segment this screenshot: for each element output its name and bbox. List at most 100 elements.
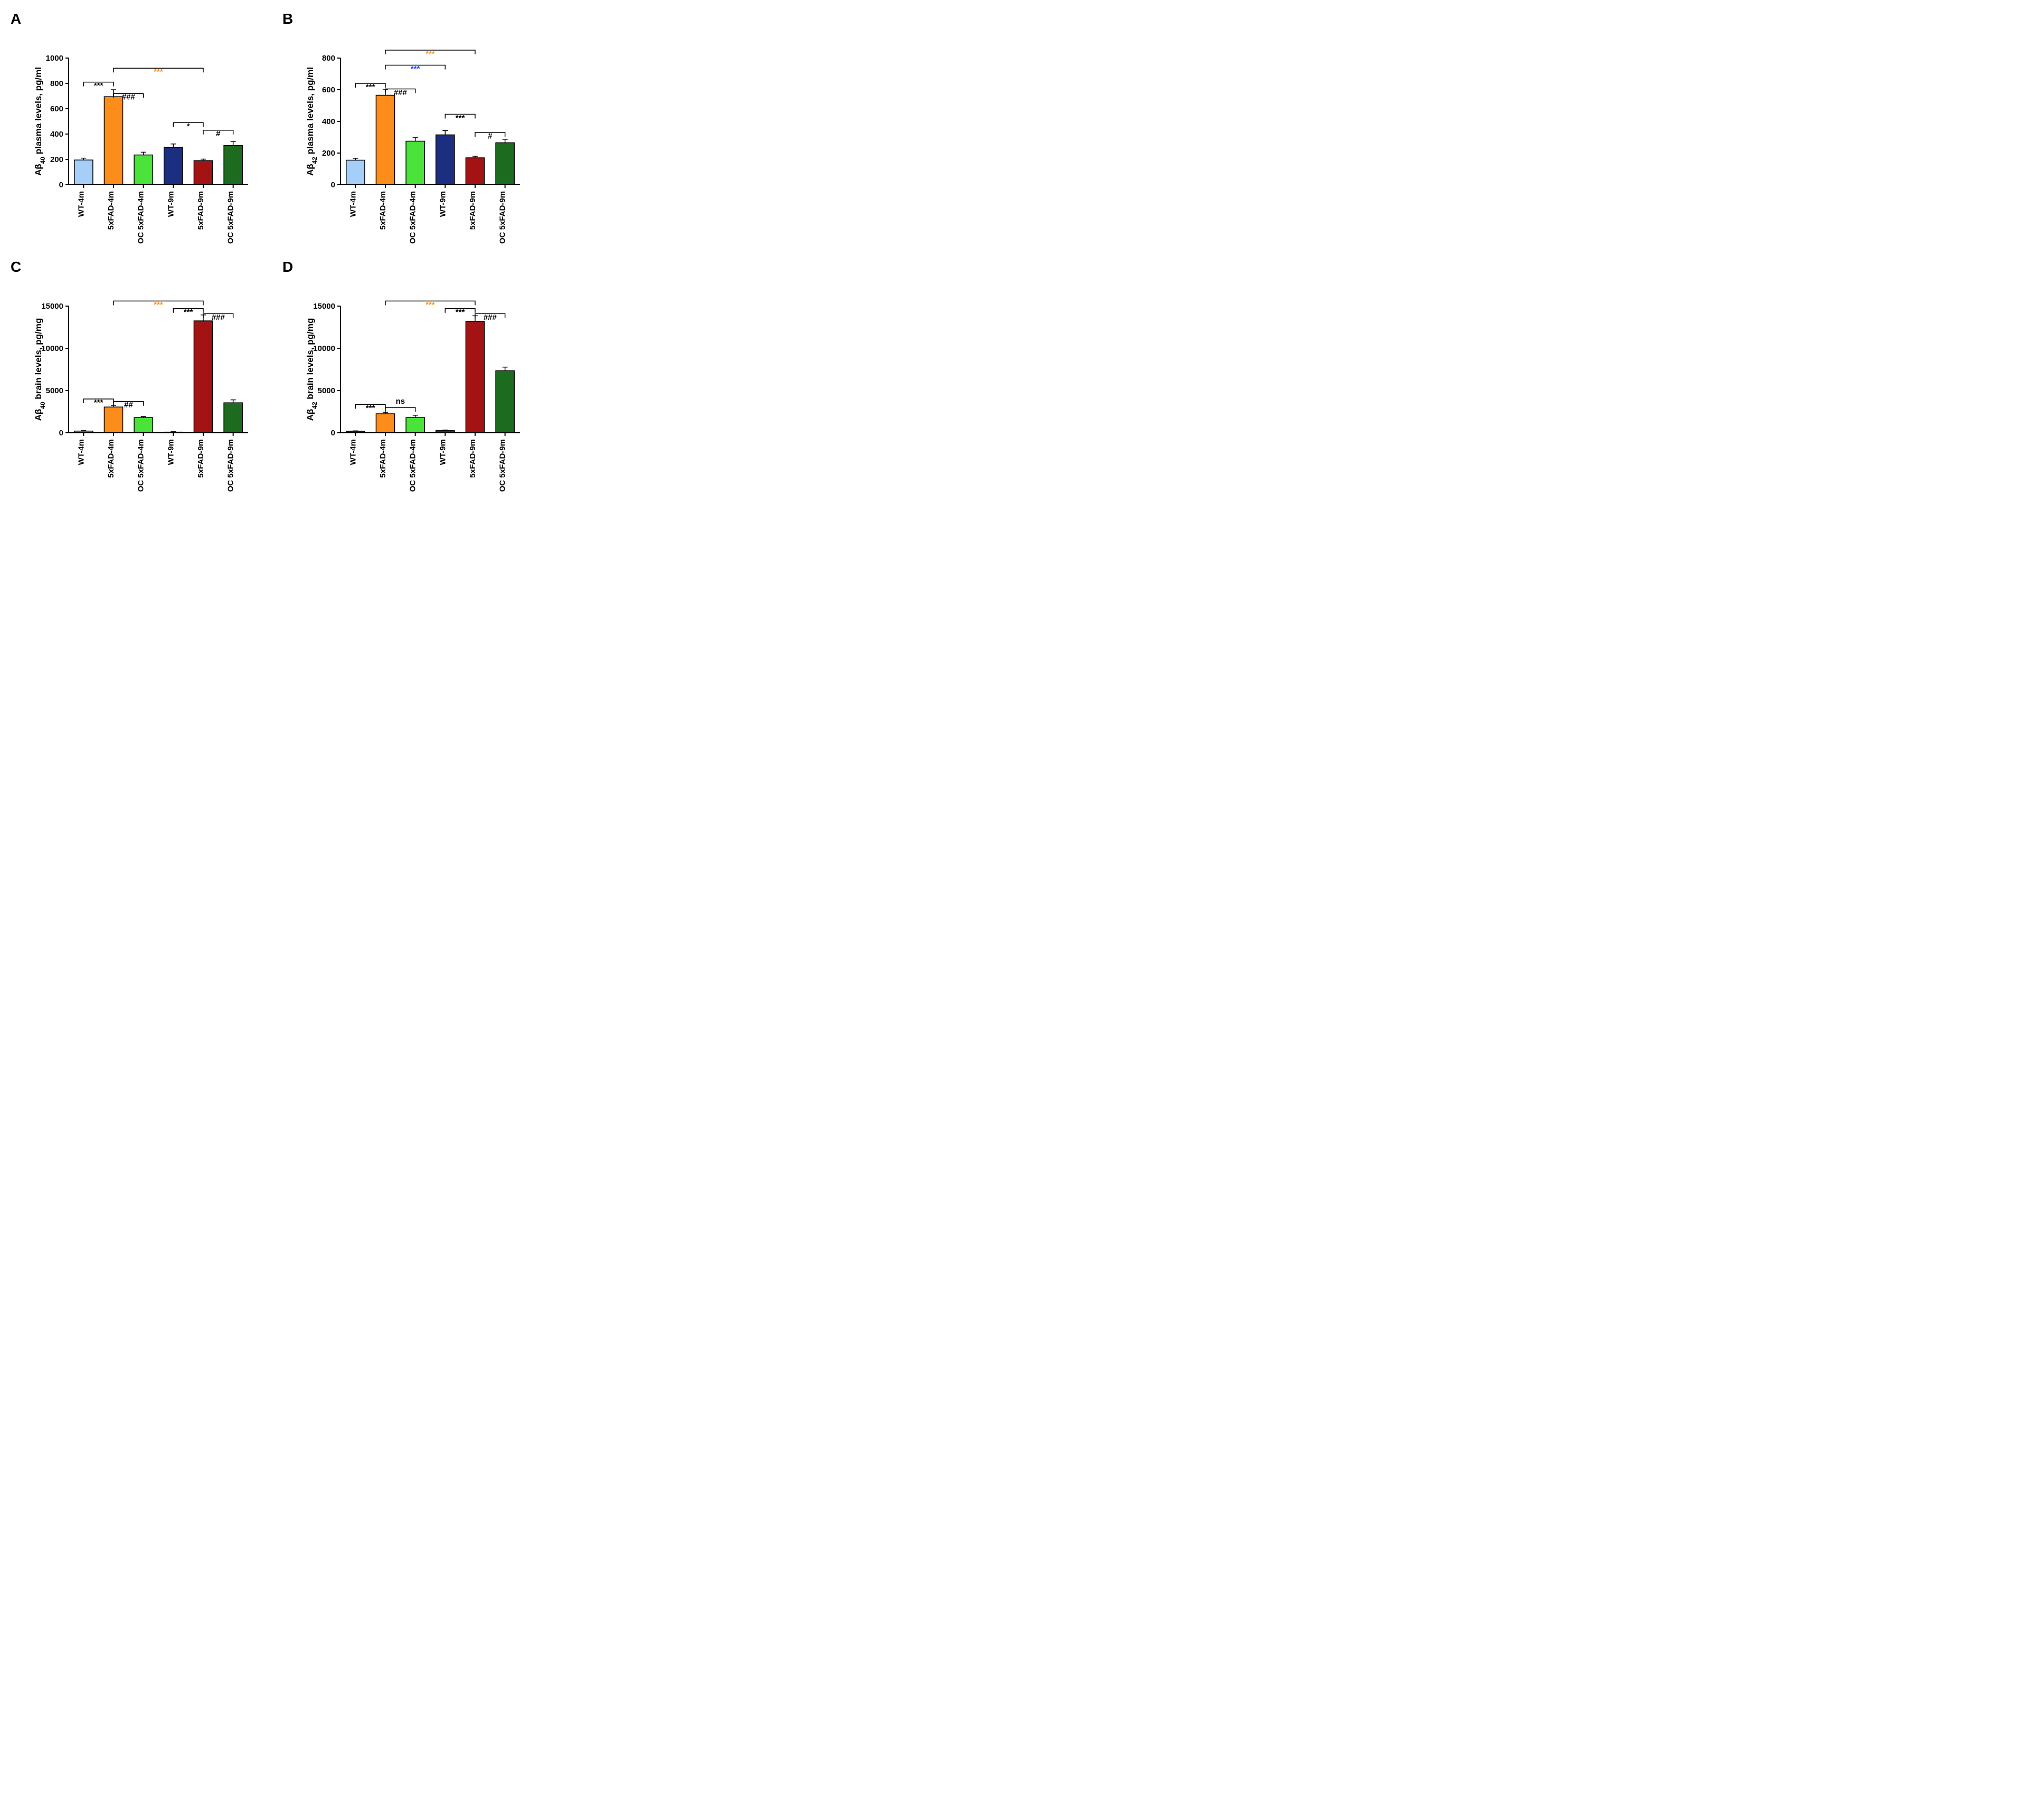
- ytick-label: 0: [331, 180, 335, 189]
- errorbar-OC 5xFAD-9m: [503, 139, 508, 143]
- category-label: 5xFAD-9m: [468, 191, 477, 230]
- category-label: OC 5xFAD-9m: [498, 439, 507, 492]
- sig-label: ***: [366, 82, 375, 91]
- sig-bracket: [385, 407, 415, 412]
- axes: [340, 306, 520, 433]
- bar-OC 5xFAD-4m: [406, 141, 424, 185]
- category-label: 5xFAD-4m: [378, 439, 387, 478]
- category-label: 5xFAD-9m: [468, 439, 477, 478]
- ytick-label: 600: [50, 104, 63, 113]
- axes: [69, 58, 248, 185]
- category-label: 5xFAD-9m: [196, 191, 205, 230]
- ytick-label: 1000: [46, 54, 63, 63]
- errorbar-OC 5xFAD-9m: [231, 400, 236, 403]
- sig-label: ##: [124, 401, 133, 410]
- chart-B: 0200400600800WT-4m5xFAD-4mOC 5xFAD-4mWT-…: [304, 16, 538, 248]
- sig-label: ***: [366, 404, 375, 413]
- ytick-label: 0: [59, 180, 63, 189]
- category-label: OC 5xFAD-9m: [226, 439, 235, 492]
- ytick-label: 5000: [318, 386, 335, 395]
- chart-A: 0 200 400 600 800 1000 WT-4m 5xFAD-4m OC 5xFAD-4…: [32, 16, 267, 248]
- sig-label: ***: [154, 68, 163, 77]
- category-label: WT-9m: [438, 191, 447, 217]
- ytick-label: 15000: [313, 302, 335, 311]
- category-label: OC 5xFAD-4m: [409, 191, 418, 244]
- sig-label: ***: [184, 308, 193, 317]
- category-label: 5xFAD-4m: [378, 191, 387, 230]
- category-label: OC 5xFAD-9m: [226, 191, 235, 244]
- bar-5xFAD-4m: [104, 97, 122, 185]
- category-label: WT-4m: [77, 439, 86, 465]
- panel-letter-C: C: [11, 259, 21, 275]
- y-axis-label: Aβ42 plasma levels, pg/ml: [305, 67, 318, 176]
- ytick-label: 200: [50, 155, 63, 164]
- bar-WT-4m: [74, 160, 93, 185]
- bar-5xFAD-9m: [194, 321, 212, 433]
- panel-letter-D: D: [282, 259, 293, 275]
- panel-B: B 0200400600800WT-4m5xFAD-4mOC 5xFAD-4mW…: [282, 11, 538, 248]
- bar-5xFAD-4m: [376, 414, 394, 433]
- ytick-label: 15000: [41, 302, 63, 311]
- sig-label: ***: [94, 81, 103, 90]
- bar-5xFAD-4m: [104, 407, 122, 433]
- ytick-label: 400: [322, 117, 335, 126]
- category-label: WT-4m: [348, 191, 357, 217]
- bar-OC 5xFAD-9m: [224, 146, 242, 185]
- sig-label: #: [216, 129, 221, 138]
- panel-C: C 050001000015000WT-4m5xFAD-4mOC 5xFAD-4…: [11, 259, 267, 496]
- sig-label: *: [187, 122, 190, 131]
- bar-WT-9m: [436, 135, 455, 185]
- sig-label: ###: [394, 88, 408, 97]
- category-label: OC 5xFAD-9m: [498, 191, 507, 244]
- errorbar-OC 5xFAD-4m: [413, 138, 418, 141]
- sig-label: ns: [396, 397, 405, 406]
- ytick-label: 800: [50, 79, 63, 88]
- y-axis-label: Aβ42 brain levels, pg/mg: [305, 318, 318, 421]
- errorbar-WT-9m: [442, 130, 448, 135]
- panel-A: A 0 200 400 600 800 1000 WT-4m 5xFAD-4m OC 5xFAD…: [11, 11, 267, 248]
- ytick-label: 10000: [313, 344, 335, 353]
- ytick-label: 400: [50, 130, 63, 139]
- errorbar-OC 5xFAD-4m: [141, 152, 146, 155]
- sig-label: ***: [425, 300, 435, 309]
- bar-5xFAD-4m: [376, 96, 394, 185]
- bar-OC 5xFAD-4m: [134, 417, 153, 433]
- panel-letter-A: A: [11, 11, 21, 27]
- chart-svg-B: 0200400600800WT-4m5xFAD-4mOC 5xFAD-4mWT-…: [304, 16, 531, 248]
- y-axis-label: Aβ40 plasma levels, pg/ml: [33, 67, 46, 176]
- ytick-label: 0: [331, 429, 335, 438]
- errorbar-OC 5xFAD-9m: [231, 141, 236, 145]
- y-axis-label: Aβ40 brain levels, pg/mg: [33, 318, 46, 421]
- bar-WT-4m: [346, 160, 365, 185]
- category-label: WT-9m: [166, 439, 175, 465]
- category-label: 5xFAD-4m: [107, 191, 116, 230]
- ytick-label: 5000: [46, 386, 63, 395]
- sig-label: #: [488, 131, 493, 140]
- bar-OC 5xFAD-9m: [496, 143, 514, 185]
- chart-C: 050001000015000WT-4m5xFAD-4mOC 5xFAD-4mW…: [32, 264, 267, 496]
- sig-label: ***: [456, 113, 465, 122]
- sig-label: ###: [122, 93, 136, 102]
- sig-label: ***: [425, 49, 435, 58]
- bar-OC 5xFAD-9m: [224, 403, 242, 433]
- chart-D: 050001000015000WT-4m5xFAD-4mOC 5xFAD-4mW…: [304, 264, 538, 496]
- sig-label: ***: [456, 308, 465, 317]
- errorbar-WT-9m: [171, 144, 176, 147]
- category-label: WT-4m: [77, 191, 86, 217]
- chart-svg-D: 050001000015000WT-4m5xFAD-4mOC 5xFAD-4mW…: [304, 264, 531, 496]
- ytick-label: 800: [322, 54, 335, 63]
- category-label: OC 5xFAD-4m: [409, 439, 418, 492]
- panel-letter-B: B: [282, 11, 293, 27]
- category-label: OC 5xFAD-4m: [137, 191, 146, 244]
- errorbar-OC 5xFAD-9m: [503, 367, 508, 371]
- bar-5xFAD-9m: [194, 160, 212, 185]
- ytick-label: 10000: [41, 344, 63, 353]
- category-label: 5xFAD-4m: [107, 439, 116, 478]
- bar-OC 5xFAD-9m: [496, 370, 514, 433]
- bar-WT-9m: [164, 147, 183, 185]
- category-label: OC 5xFAD-4m: [137, 439, 146, 492]
- category-label: 5xFAD-9m: [196, 439, 205, 478]
- axes: [69, 306, 248, 433]
- category-label: WT-9m: [438, 439, 447, 465]
- chart-svg-A: 0 200 400 600 800 1000 WT-4m 5xFAD-4m OC 5xFAD-4…: [32, 16, 259, 248]
